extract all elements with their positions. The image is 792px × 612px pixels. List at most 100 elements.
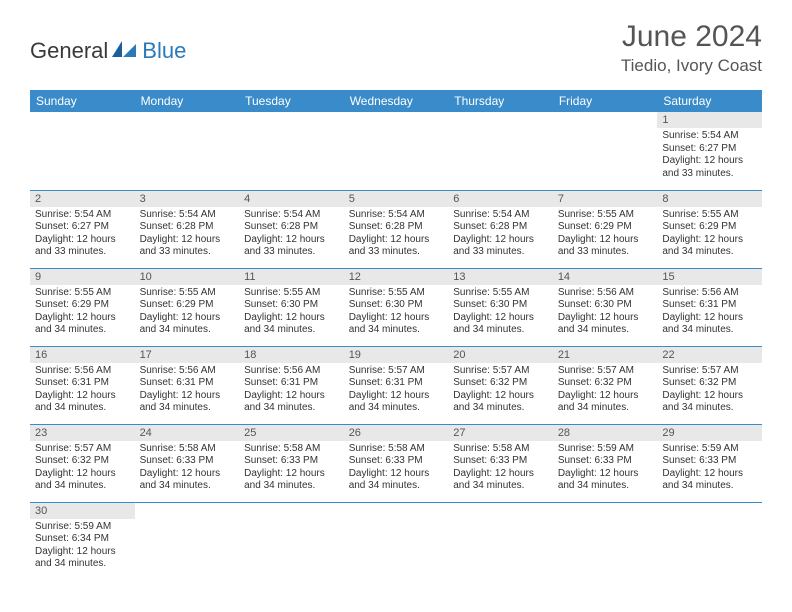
sunset-line: Sunset: 6:32 PM bbox=[35, 455, 130, 468]
sunset-line: Sunset: 6:31 PM bbox=[35, 377, 130, 390]
day-number: 19 bbox=[344, 347, 449, 363]
daylight-line: Daylight: 12 hours and 34 minutes. bbox=[244, 312, 339, 337]
sunrise-line: Sunrise: 5:58 AM bbox=[453, 443, 548, 456]
sunrise-line: Sunrise: 5:57 AM bbox=[453, 365, 548, 378]
day-cell: 2Sunrise: 5:54 AMSunset: 6:27 PMDaylight… bbox=[30, 190, 135, 268]
sunset-line: Sunset: 6:32 PM bbox=[453, 377, 548, 390]
day-cell: 22Sunrise: 5:57 AMSunset: 6:32 PMDayligh… bbox=[657, 346, 762, 424]
sunrise-line: Sunrise: 5:57 AM bbox=[349, 365, 444, 378]
day-number: 12 bbox=[344, 269, 449, 285]
day-body: Sunrise: 5:59 AMSunset: 6:33 PMDaylight:… bbox=[657, 441, 762, 495]
weekday-header: Tuesday bbox=[239, 90, 344, 112]
daylight-line: Daylight: 12 hours and 34 minutes. bbox=[453, 468, 548, 493]
daylight-line: Daylight: 12 hours and 34 minutes. bbox=[35, 390, 130, 415]
day-number: 8 bbox=[657, 191, 762, 207]
day-number: 24 bbox=[135, 425, 240, 441]
sunset-line: Sunset: 6:29 PM bbox=[662, 221, 757, 234]
day-body: Sunrise: 5:55 AMSunset: 6:29 PMDaylight:… bbox=[135, 285, 240, 339]
sunset-line: Sunset: 6:31 PM bbox=[349, 377, 444, 390]
day-cell: 1Sunrise: 5:54 AMSunset: 6:27 PMDaylight… bbox=[657, 112, 762, 190]
sunrise-line: Sunrise: 5:58 AM bbox=[140, 443, 235, 456]
day-cell: 12Sunrise: 5:55 AMSunset: 6:30 PMDayligh… bbox=[344, 268, 449, 346]
daylight-line: Daylight: 12 hours and 34 minutes. bbox=[662, 468, 757, 493]
day-body: Sunrise: 5:55 AMSunset: 6:29 PMDaylight:… bbox=[30, 285, 135, 339]
weekday-header: Wednesday bbox=[344, 90, 449, 112]
sunrise-line: Sunrise: 5:56 AM bbox=[244, 365, 339, 378]
daylight-line: Daylight: 12 hours and 33 minutes. bbox=[244, 234, 339, 259]
flag-icon bbox=[112, 39, 138, 64]
day-cell: 30Sunrise: 5:59 AMSunset: 6:34 PMDayligh… bbox=[30, 502, 135, 580]
day-body: Sunrise: 5:58 AMSunset: 6:33 PMDaylight:… bbox=[239, 441, 344, 495]
day-number: 1 bbox=[657, 112, 762, 128]
day-cell: 9Sunrise: 5:55 AMSunset: 6:29 PMDaylight… bbox=[30, 268, 135, 346]
day-body: Sunrise: 5:54 AMSunset: 6:27 PMDaylight:… bbox=[30, 207, 135, 261]
calendar-row: 30Sunrise: 5:59 AMSunset: 6:34 PMDayligh… bbox=[30, 502, 762, 580]
day-body: Sunrise: 5:57 AMSunset: 6:32 PMDaylight:… bbox=[448, 363, 553, 417]
sunset-line: Sunset: 6:34 PM bbox=[35, 533, 130, 546]
day-cell: 6Sunrise: 5:54 AMSunset: 6:28 PMDaylight… bbox=[448, 190, 553, 268]
daylight-line: Daylight: 12 hours and 34 minutes. bbox=[35, 546, 130, 571]
day-cell: 21Sunrise: 5:57 AMSunset: 6:32 PMDayligh… bbox=[553, 346, 658, 424]
day-cell: 14Sunrise: 5:56 AMSunset: 6:30 PMDayligh… bbox=[553, 268, 658, 346]
sunrise-line: Sunrise: 5:55 AM bbox=[662, 209, 757, 222]
day-cell: 19Sunrise: 5:57 AMSunset: 6:31 PMDayligh… bbox=[344, 346, 449, 424]
sunrise-line: Sunrise: 5:59 AM bbox=[558, 443, 653, 456]
sunset-line: Sunset: 6:30 PM bbox=[349, 299, 444, 312]
daylight-line: Daylight: 12 hours and 34 minutes. bbox=[349, 390, 444, 415]
calendar-head: SundayMondayTuesdayWednesdayThursdayFrid… bbox=[30, 90, 762, 112]
day-body: Sunrise: 5:54 AMSunset: 6:28 PMDaylight:… bbox=[344, 207, 449, 261]
empty-cell bbox=[344, 112, 449, 190]
calendar-table: SundayMondayTuesdayWednesdayThursdayFrid… bbox=[30, 90, 762, 580]
sunset-line: Sunset: 6:32 PM bbox=[558, 377, 653, 390]
sunset-line: Sunset: 6:30 PM bbox=[558, 299, 653, 312]
sunrise-line: Sunrise: 5:58 AM bbox=[349, 443, 444, 456]
sunrise-line: Sunrise: 5:55 AM bbox=[453, 287, 548, 300]
sunrise-line: Sunrise: 5:54 AM bbox=[140, 209, 235, 222]
day-number: 2 bbox=[30, 191, 135, 207]
sunrise-line: Sunrise: 5:55 AM bbox=[244, 287, 339, 300]
sunset-line: Sunset: 6:33 PM bbox=[662, 455, 757, 468]
title-block: June 2024 Tiedio, Ivory Coast bbox=[621, 20, 762, 76]
calendar-row: 9Sunrise: 5:55 AMSunset: 6:29 PMDaylight… bbox=[30, 268, 762, 346]
day-number: 22 bbox=[657, 347, 762, 363]
empty-cell bbox=[239, 502, 344, 580]
calendar-row: 2Sunrise: 5:54 AMSunset: 6:27 PMDaylight… bbox=[30, 190, 762, 268]
sunset-line: Sunset: 6:28 PM bbox=[244, 221, 339, 234]
daylight-line: Daylight: 12 hours and 34 minutes. bbox=[558, 468, 653, 493]
day-body: Sunrise: 5:58 AMSunset: 6:33 PMDaylight:… bbox=[135, 441, 240, 495]
weekday-header: Monday bbox=[135, 90, 240, 112]
day-body: Sunrise: 5:55 AMSunset: 6:29 PMDaylight:… bbox=[553, 207, 658, 261]
sunset-line: Sunset: 6:29 PM bbox=[558, 221, 653, 234]
day-cell: 29Sunrise: 5:59 AMSunset: 6:33 PMDayligh… bbox=[657, 424, 762, 502]
day-number: 29 bbox=[657, 425, 762, 441]
day-number: 10 bbox=[135, 269, 240, 285]
sunrise-line: Sunrise: 5:54 AM bbox=[662, 130, 757, 143]
day-number: 21 bbox=[553, 347, 658, 363]
sunset-line: Sunset: 6:27 PM bbox=[35, 221, 130, 234]
day-cell: 15Sunrise: 5:56 AMSunset: 6:31 PMDayligh… bbox=[657, 268, 762, 346]
daylight-line: Daylight: 12 hours and 34 minutes. bbox=[662, 312, 757, 337]
sunrise-line: Sunrise: 5:59 AM bbox=[35, 521, 130, 534]
day-number: 6 bbox=[448, 191, 553, 207]
day-body: Sunrise: 5:57 AMSunset: 6:32 PMDaylight:… bbox=[553, 363, 658, 417]
month-title: June 2024 bbox=[621, 20, 762, 54]
day-cell: 5Sunrise: 5:54 AMSunset: 6:28 PMDaylight… bbox=[344, 190, 449, 268]
sunrise-line: Sunrise: 5:54 AM bbox=[453, 209, 548, 222]
daylight-line: Daylight: 12 hours and 34 minutes. bbox=[349, 312, 444, 337]
location: Tiedio, Ivory Coast bbox=[621, 56, 762, 76]
weekday-header: Thursday bbox=[448, 90, 553, 112]
empty-cell bbox=[30, 112, 135, 190]
logo-text-general: General bbox=[30, 38, 108, 64]
daylight-line: Daylight: 12 hours and 33 minutes. bbox=[558, 234, 653, 259]
daylight-line: Daylight: 12 hours and 34 minutes. bbox=[453, 312, 548, 337]
day-body: Sunrise: 5:56 AMSunset: 6:31 PMDaylight:… bbox=[30, 363, 135, 417]
sunset-line: Sunset: 6:31 PM bbox=[662, 299, 757, 312]
day-body: Sunrise: 5:59 AMSunset: 6:34 PMDaylight:… bbox=[30, 519, 135, 573]
empty-cell bbox=[448, 112, 553, 190]
sunrise-line: Sunrise: 5:55 AM bbox=[140, 287, 235, 300]
sunrise-line: Sunrise: 5:54 AM bbox=[349, 209, 444, 222]
day-cell: 8Sunrise: 5:55 AMSunset: 6:29 PMDaylight… bbox=[657, 190, 762, 268]
daylight-line: Daylight: 12 hours and 34 minutes. bbox=[453, 390, 548, 415]
sunset-line: Sunset: 6:29 PM bbox=[140, 299, 235, 312]
day-body: Sunrise: 5:57 AMSunset: 6:31 PMDaylight:… bbox=[344, 363, 449, 417]
